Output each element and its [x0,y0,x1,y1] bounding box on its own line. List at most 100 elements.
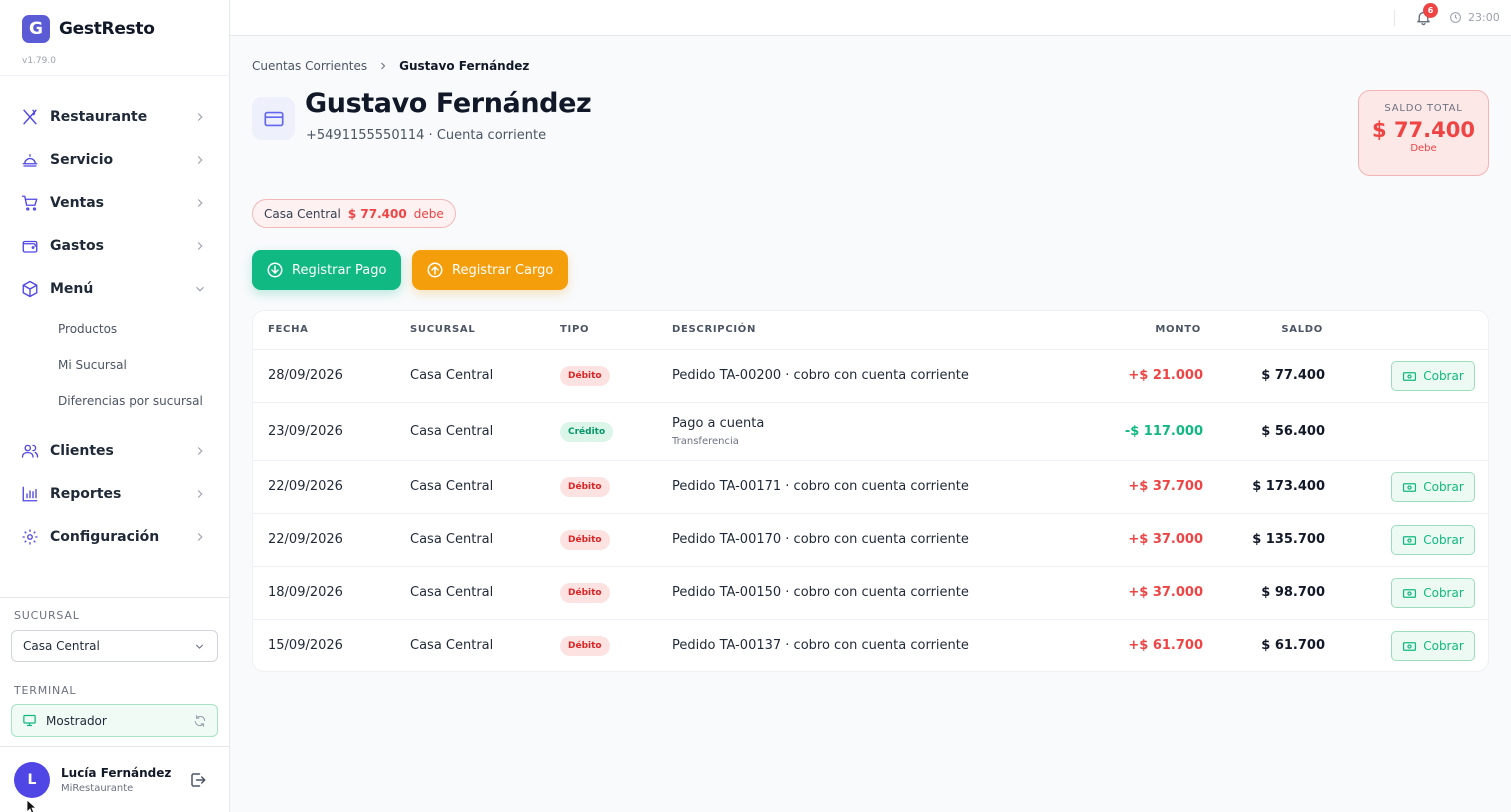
nav-item-restaurante[interactable]: Restaurante [0,99,229,135]
column-header-fecha[interactable]: FECHA [268,324,309,335]
avatar[interactable]: L [14,762,50,798]
cash-icon [1403,641,1417,651]
cell-sucursal: Casa Central [410,638,494,653]
nav-item-gastos[interactable]: Gastos [0,228,229,264]
nav-item-menu[interactable]: Menú [0,271,229,307]
column-header-tipo[interactable]: TIPO [560,324,590,335]
sucursal-label: SUCURSAL [14,609,80,622]
cell-saldo: $ 173.400 [1252,479,1325,494]
cell-monto: +$ 37.000 [1128,585,1203,600]
mouse-cursor-icon [26,800,38,812]
column-header-monto[interactable]: MONTO [1155,324,1201,335]
breadcrumb-link[interactable]: Cuentas Corrientes [252,59,368,73]
registrar-cargo-button[interactable]: Registrar Cargo [412,250,568,290]
cell-fecha: 22/09/2026 [268,479,343,494]
tipo-badge: Débito [560,366,610,386]
movements-table: FECHA SUCURSAL TIPO DESCRIPCIÓN MONTO SA… [252,310,1489,672]
sub-item-diferencias[interactable]: Diferencias por sucursal [58,394,203,408]
nav-label: Menú [50,281,94,297]
sub-item-productos[interactable]: Productos [58,322,118,336]
nav-label: Ventas [50,195,105,211]
user-org: MiRestaurante [61,783,134,794]
chevron-right-icon [197,447,203,455]
nav-label: Gastos [50,238,104,254]
cell-sucursal: Casa Central [410,479,494,494]
page-title: Gustavo Fernández [305,88,592,119]
cobrar-label: Cobrar [1423,480,1464,494]
cash-icon [1403,482,1417,492]
wallet-icon [22,240,38,253]
nav-item-configuracion[interactable]: Configuración [0,519,229,555]
nav-item-ventas[interactable]: Ventas [0,185,229,221]
table-row: 28/09/2026 Casa Central Débito Pedido TA… [253,349,1488,402]
chevron-down-icon [196,286,204,292]
column-header-descripcion[interactable]: DESCRIPCIÓN [672,324,757,335]
sidebar: G GestResto v1.79.0 Restaurante Servicio… [0,0,230,812]
nav-label: Restaurante [50,109,148,125]
chevron-right-icon [197,533,203,541]
brand-logo: G [22,15,50,43]
current-time: 23:00 [1468,11,1500,24]
breadcrumb: Cuentas Corrientes Gustavo Fernández [252,59,529,73]
sub-item-mi-sucursal[interactable]: Mi Sucursal [58,358,127,372]
breadcrumb-current: Gustavo Fernández [399,59,530,73]
nav-label: Servicio [50,152,114,168]
nav-item-clientes[interactable]: Clientes [0,433,229,469]
brand[interactable]: G GestResto [22,15,155,43]
cell-monto: +$ 37.700 [1128,479,1203,494]
monitor-icon [23,714,36,727]
cart-icon [21,195,38,211]
table-row: 15/09/2026 Casa Central Débito Pedido TA… [253,619,1488,671]
table-row: 22/09/2026 Casa Central Débito Pedido TA… [253,513,1488,566]
cell-monto: +$ 37.000 [1128,532,1203,547]
cash-icon [1403,535,1417,545]
tipo-badge: Débito [560,530,610,550]
cobrar-button[interactable]: Cobrar [1391,525,1475,555]
cell-descripcion: Pedido TA-00200 · cobro con cuenta corri… [672,368,969,383]
chevron-down-icon [195,644,204,649]
tipo-badge: Débito [560,636,610,656]
cell-descripcion: Pedido TA-00171 · cobro con cuenta corri… [672,479,969,494]
brand-name: GestResto [59,19,155,39]
nav-item-reportes[interactable]: Reportes [0,476,229,512]
cloche-icon [22,154,38,167]
cell-descripcion: Pedido TA-00137 · cobro con cuenta corri… [672,638,969,653]
cell-sucursal: Casa Central [410,532,494,547]
refresh-icon[interactable] [193,714,207,728]
gear-icon [22,529,38,545]
divider [0,597,229,598]
chevron-right-icon [197,199,203,207]
column-header-saldo[interactable]: SALDO [1281,324,1323,335]
registrar-pago-label: Registrar Pago [292,262,387,278]
saldo-total-card: SALDO TOTAL $ 77.400 Debe [1358,90,1489,176]
divider [0,75,229,76]
nav-label: Clientes [50,443,114,459]
logout-icon[interactable] [189,771,207,789]
registrar-pago-button[interactable]: Registrar Pago [252,250,401,290]
bar-chart-icon [22,486,38,502]
sucursal-select[interactable]: Casa Central [11,630,218,662]
divider [0,746,229,747]
cobrar-label: Cobrar [1423,369,1464,383]
cobrar-button[interactable]: Cobrar [1391,578,1475,608]
cobrar-label: Cobrar [1423,639,1464,653]
cell-saldo: $ 135.700 [1252,532,1325,547]
cell-fecha: 28/09/2026 [268,368,343,383]
cobrar-button[interactable]: Cobrar [1391,472,1475,502]
cash-icon [1403,371,1417,381]
user-name: Lucía Fernández [61,766,172,780]
cobrar-button[interactable]: Cobrar [1391,631,1475,661]
terminal-selector[interactable]: Mostrador [11,704,218,737]
cobrar-label: Cobrar [1423,533,1464,547]
cell-descripcion: Pago a cuenta [672,416,765,431]
nav-item-servicio[interactable]: Servicio [0,142,229,178]
pill-amount: $ 77.400 [347,206,407,221]
tipo-badge: Débito [560,583,610,603]
column-header-sucursal[interactable]: SUCURSAL [410,324,476,335]
registrar-cargo-label: Registrar Cargo [452,262,554,278]
chevron-right-icon [197,490,203,498]
cell-descripcion: Pedido TA-00170 · cobro con cuenta corri… [672,532,969,547]
cell-sucursal: Casa Central [410,424,494,439]
cobrar-button[interactable]: Cobrar [1391,361,1475,391]
chevron-right-icon [197,113,203,121]
